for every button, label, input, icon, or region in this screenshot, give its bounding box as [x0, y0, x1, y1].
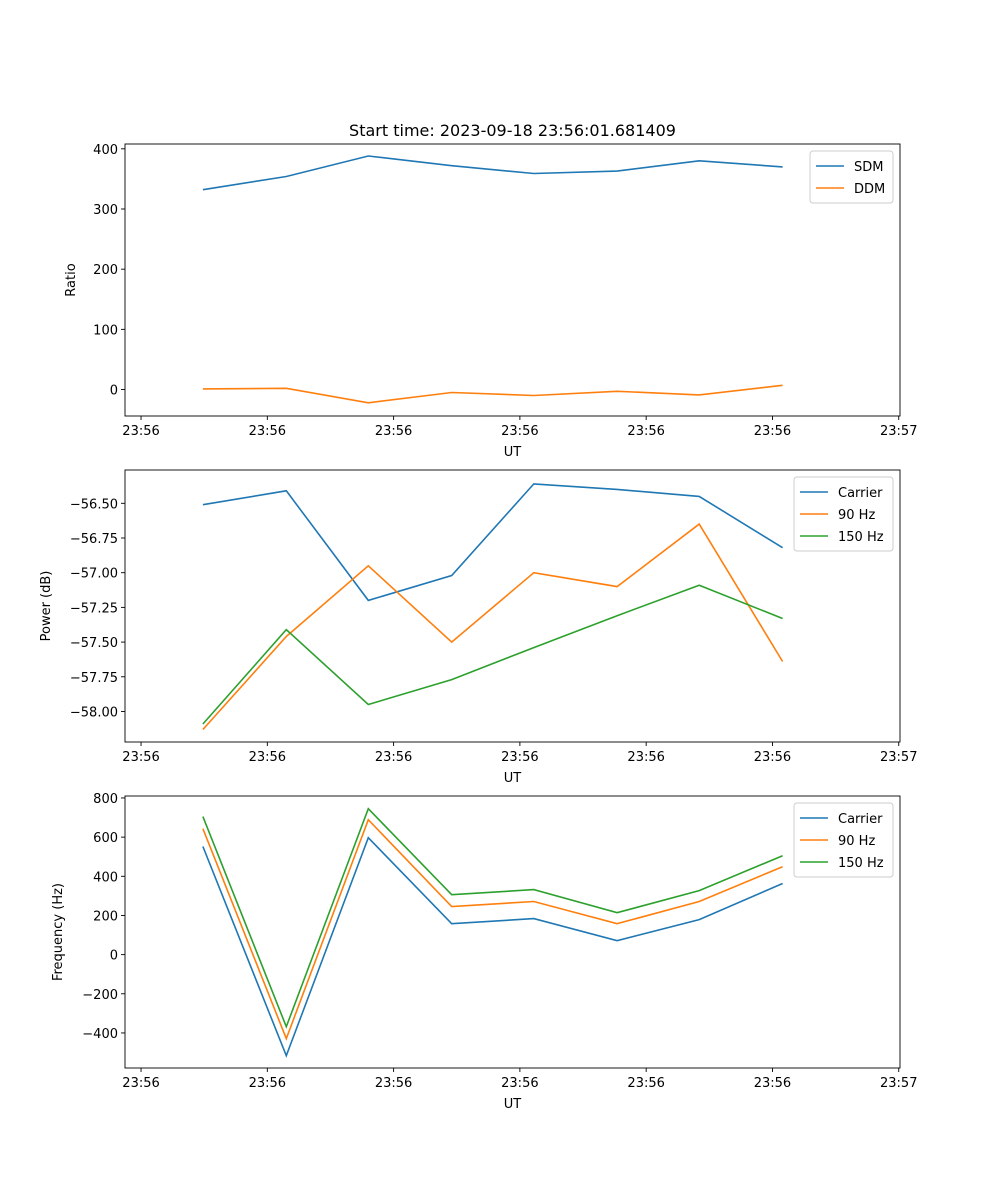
x-tick-label: 23:56	[627, 750, 664, 765]
chart-title: Start time: 2023-09-18 23:56:01.681409	[349, 121, 676, 140]
x-tick-label: 23:56	[501, 1076, 538, 1091]
legend-label: 150 Hz	[838, 856, 884, 871]
axes-frame	[124, 795, 901, 1069]
legend-label: DDM	[854, 182, 885, 197]
x-tick-label: 23:56	[754, 424, 791, 439]
x-axis-label: UT	[504, 771, 522, 786]
legend-label: 90 Hz	[838, 834, 875, 849]
x-tick-label: 23:56	[122, 424, 159, 439]
y-tick-label: −57.25	[70, 601, 118, 616]
y-axis-label: Frequency (Hz)	[51, 883, 66, 981]
x-tick-label: 23:57	[880, 424, 917, 439]
series-line-150-hz	[202, 584, 783, 725]
y-tick-label: −58.00	[70, 705, 118, 720]
legend-box	[793, 802, 894, 878]
x-tick-label: 23:56	[501, 424, 538, 439]
series-line-150-hz	[202, 807, 783, 1029]
axes-frame	[124, 469, 901, 743]
y-tick-label: 0	[110, 949, 118, 964]
legend-box	[809, 150, 894, 204]
legend-box	[793, 476, 894, 552]
x-tick-label: 23:56	[501, 750, 538, 765]
y-tick-label: −200	[82, 988, 118, 1003]
legend-label: SDM	[854, 160, 883, 175]
x-tick-label: 23:56	[249, 750, 286, 765]
series-line-carrier	[202, 836, 783, 1058]
y-tick-label: −400	[82, 1027, 118, 1042]
x-tick-label: 23:56	[249, 1076, 286, 1091]
y-axis-label: Ratio	[64, 263, 79, 296]
y-tick-label: −57.00	[70, 567, 118, 582]
x-tick-label: 23:56	[122, 750, 159, 765]
y-tick-label: −56.75	[70, 532, 118, 547]
series-line-sdm	[202, 155, 783, 191]
y-tick-label: 0	[110, 384, 118, 399]
x-tick-label: 23:56	[627, 1076, 664, 1091]
x-axis-label: UT	[504, 445, 522, 460]
legend-label: 150 Hz	[838, 530, 884, 545]
x-tick-label: 23:56	[249, 424, 286, 439]
x-tick-label: 23:56	[375, 750, 412, 765]
x-tick-label: 23:56	[627, 424, 664, 439]
y-tick-label: −56.50	[70, 497, 118, 512]
legend-label: 90 Hz	[838, 508, 875, 523]
y-tick-label: 200	[93, 909, 118, 924]
x-tick-label: 23:56	[375, 1076, 412, 1091]
y-tick-label: −57.75	[70, 671, 118, 686]
legend-label: Carrier	[838, 812, 883, 827]
y-axis-label: Power (dB)	[39, 571, 54, 642]
x-tick-label: 23:56	[122, 1076, 159, 1091]
series-line-carrier	[202, 483, 784, 602]
y-tick-label: 400	[93, 870, 118, 885]
y-tick-label: −57.50	[70, 636, 118, 651]
y-tick-label: 100	[93, 323, 118, 338]
x-tick-label: 23:56	[375, 424, 412, 439]
y-tick-label: 800	[93, 792, 118, 807]
series-line-90-hz	[202, 522, 784, 731]
series-line-90-hz	[202, 818, 783, 1041]
x-tick-label: 23:56	[754, 1076, 791, 1091]
y-tick-label: 300	[93, 203, 118, 218]
x-axis-label: UT	[504, 1097, 522, 1112]
x-tick-label: 23:57	[880, 1076, 917, 1091]
x-tick-label: 23:56	[754, 750, 791, 765]
y-tick-label: 400	[93, 143, 118, 158]
axes-frame	[124, 143, 901, 417]
legend-label: Carrier	[838, 486, 883, 501]
x-tick-label: 23:57	[880, 750, 917, 765]
y-tick-label: 200	[93, 263, 118, 278]
y-tick-label: 600	[93, 831, 118, 846]
series-line-ddm	[202, 384, 783, 404]
